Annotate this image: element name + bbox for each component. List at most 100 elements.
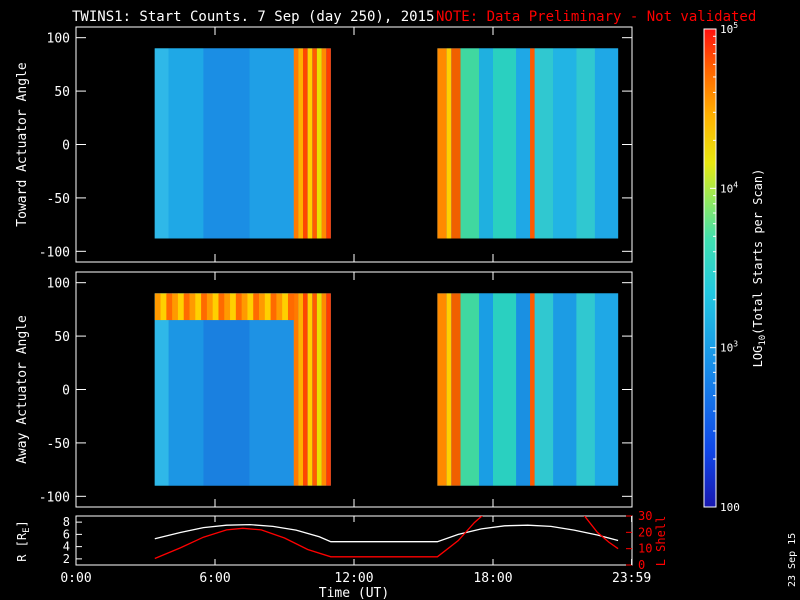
heatmap-column <box>303 293 308 486</box>
heatmap-column <box>594 48 619 239</box>
y-tick-label: 0 <box>62 384 70 399</box>
heatmap-band-cell <box>166 293 173 321</box>
x-tick-label: 18:00 <box>473 571 512 586</box>
y-tick-label-left: 8 <box>63 515 70 529</box>
heatmap-band-cell <box>218 293 225 321</box>
colorbar-tick-label: 103 <box>720 340 738 355</box>
heatmap-band-cell <box>287 293 295 321</box>
heatmap-band-cell <box>253 293 260 321</box>
preliminary-note: NOTE: Data Preliminary - Not validated <box>436 9 756 25</box>
heatmap-column <box>316 293 322 486</box>
heatmap-column <box>576 293 595 486</box>
colorbar-tick-label: 100 <box>720 501 740 514</box>
y-tick-label: -100 <box>39 245 70 260</box>
heatmap-column <box>168 293 204 486</box>
heatmap-band-cell <box>224 293 231 321</box>
heatmap-column <box>530 48 535 239</box>
heatmap-column <box>154 48 169 239</box>
x-tick-label: 23:59 <box>612 571 651 586</box>
heatmap-band-cell <box>195 293 202 321</box>
heatmap-column <box>326 48 331 239</box>
heatmap-column <box>553 48 577 239</box>
heatmap-column <box>451 48 461 239</box>
heatmap-band-cell <box>212 293 219 321</box>
heatmap-band-cell <box>282 293 289 321</box>
heatmap-column <box>316 48 322 239</box>
x-tick-label: 0:00 <box>60 571 91 586</box>
y-tick-label-right: 10 <box>638 542 652 556</box>
heatmap-band-cell <box>172 293 179 321</box>
heatmap-column <box>293 48 299 239</box>
colorbar: 105 104 103 100 LOG10(Total Starts per Scan) <box>703 21 768 514</box>
y-axis-label-left: R [RE] <box>15 520 32 562</box>
heatmap-column <box>321 293 327 486</box>
y-tick-label: -100 <box>39 490 70 505</box>
heatmap-band-cell <box>201 293 208 321</box>
heatmap-column <box>460 48 480 239</box>
heatmap-column <box>154 293 169 486</box>
date-stamp: 23 Sep 15 <box>787 533 798 587</box>
heatmap-column <box>298 293 304 486</box>
y-axis-label: Away Actuator Angle <box>15 315 30 464</box>
y-tick-label: 50 <box>54 85 70 100</box>
heatmap-column <box>594 293 619 486</box>
heatmap-column <box>293 293 299 486</box>
heatmap-band-cell <box>235 293 243 321</box>
heatmap-column <box>168 48 204 239</box>
heatmap-band-cell <box>241 293 248 321</box>
heatmap-column <box>451 293 461 486</box>
y-tick-label-right: 30 <box>638 509 652 523</box>
y-tick-label-left: 6 <box>63 527 70 541</box>
colorbar-tick-label: 105 <box>720 21 738 36</box>
heatmap-column <box>576 48 595 239</box>
y-tick-label-left: 2 <box>63 552 70 566</box>
heatmap-column <box>203 293 250 486</box>
y-tick-label-left: 4 <box>63 540 70 554</box>
heatmap-column <box>437 48 447 239</box>
heatmap-column <box>203 48 250 239</box>
heatmap-column <box>298 48 304 239</box>
heatmap-column <box>446 293 452 486</box>
heatmap-column <box>493 48 517 239</box>
heatmap-column <box>307 293 313 486</box>
heatmap-column <box>321 48 327 239</box>
heatmap-band-cell <box>230 293 237 321</box>
heatmap-band-cell <box>270 293 277 321</box>
l-shell-line <box>154 516 483 560</box>
heatmap-band-cell <box>183 293 191 321</box>
plot-title: TWINS1: Start Counts. 7 Sep (day 250), 2… <box>72 9 434 25</box>
y-tick-label: 50 <box>54 330 70 345</box>
heatmap-column <box>446 48 452 239</box>
heatmap-column <box>534 48 554 239</box>
l-shell-line <box>583 516 619 550</box>
heatmap-column <box>303 48 308 239</box>
y-tick-label: 0 <box>62 139 70 154</box>
colorbar-tick-label: 104 <box>720 180 738 195</box>
heatmap-band-cell <box>154 293 162 321</box>
y-tick-label: 100 <box>47 32 70 47</box>
heatmap-column <box>312 48 317 239</box>
heatmap-column <box>249 48 294 239</box>
away-panel: 100 50 0 -50 -100 Away Actuator Angle <box>15 271 633 508</box>
heatmap-column <box>534 293 554 486</box>
heatmap-band-cell <box>160 293 167 321</box>
heatmap-column <box>460 293 480 486</box>
y-axis-label: Toward Actuator Angle <box>15 62 30 227</box>
y-tick-label-right: 0 <box>638 558 645 572</box>
heatmap-band-cell <box>276 293 283 321</box>
colorbar-scale <box>703 28 717 508</box>
heatmap-band-cell <box>259 293 266 321</box>
heatmap-band-cell <box>206 293 214 321</box>
heatmap-column <box>326 293 331 486</box>
heatmap-band-cell <box>177 293 185 321</box>
radius-line <box>154 523 619 543</box>
heatmap-column <box>516 293 531 486</box>
heatmap-band-cell <box>247 293 254 321</box>
y-tick-label: -50 <box>47 192 70 207</box>
y-tick-label: 100 <box>47 277 70 292</box>
heatmap-column <box>437 293 447 486</box>
heatmap-column <box>553 293 577 486</box>
heatmap-column <box>530 293 535 486</box>
y-tick-label: -50 <box>47 437 70 452</box>
